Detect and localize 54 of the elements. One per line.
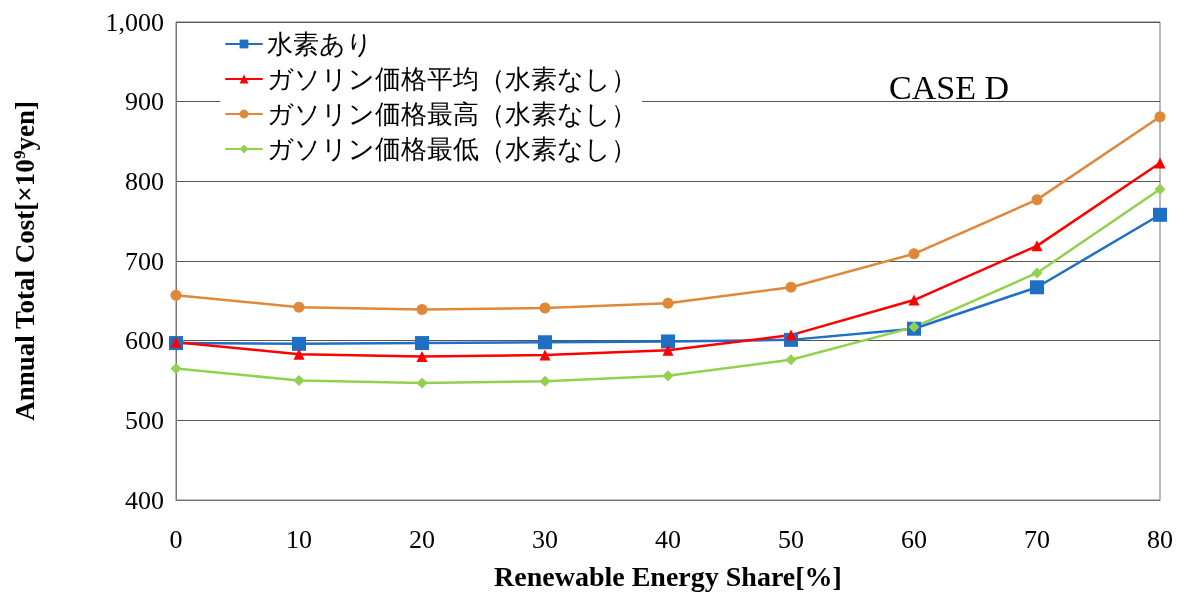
point xyxy=(416,377,428,389)
point xyxy=(170,363,182,375)
point xyxy=(539,349,551,361)
y-tick-label: 900 xyxy=(125,87,164,117)
point xyxy=(662,370,674,382)
y-tick-label: 500 xyxy=(125,405,164,435)
point xyxy=(293,375,305,386)
x-tick-label: 20 xyxy=(409,524,435,554)
point xyxy=(1031,240,1043,252)
point xyxy=(1153,207,1167,222)
x-tick-label: 0 xyxy=(169,524,183,554)
point xyxy=(538,335,552,350)
point xyxy=(292,336,306,351)
y-tick-label: 400 xyxy=(125,485,164,515)
y-axis-title: Annual Total Cost[×109yen] xyxy=(9,101,40,421)
point xyxy=(416,304,428,316)
point xyxy=(1031,267,1043,279)
point xyxy=(785,329,797,341)
x-tick-label: 60 xyxy=(901,524,927,554)
point xyxy=(785,354,797,366)
point xyxy=(539,375,551,387)
x-tick-label: 40 xyxy=(655,524,681,554)
point xyxy=(170,289,182,301)
point xyxy=(1030,280,1044,295)
x-tick-label: 70 xyxy=(1024,524,1050,554)
x-tick-label: 50 xyxy=(778,524,804,554)
point xyxy=(1154,111,1166,123)
y-tick-label: 1,000 xyxy=(105,7,164,37)
point xyxy=(416,351,428,363)
point xyxy=(662,297,674,309)
point xyxy=(785,281,797,293)
x-tick-label: 30 xyxy=(532,524,558,554)
y-tick-label: 600 xyxy=(125,326,164,356)
annotation: CASE D xyxy=(889,68,1010,106)
x-tick-label: 10 xyxy=(286,524,312,554)
point xyxy=(539,302,551,314)
legend-label: ガソリン価格最低（水素なし） xyxy=(267,134,637,164)
x-axis-title: Renewable Energy Share[%] xyxy=(494,560,842,592)
point xyxy=(908,294,920,306)
point xyxy=(1031,194,1043,206)
point xyxy=(661,334,675,349)
point xyxy=(1154,183,1166,195)
legend-label: ガソリン価格最高（水素なし） xyxy=(267,99,637,129)
point xyxy=(293,348,305,360)
y-tick-label: 700 xyxy=(125,246,164,276)
point xyxy=(293,301,305,313)
y-tick-label: 800 xyxy=(125,166,164,196)
point xyxy=(415,336,429,351)
legend-label: ガソリン価格平均（水素なし） xyxy=(267,64,637,94)
point xyxy=(662,344,674,356)
point xyxy=(1154,157,1166,169)
legend-label: 水素あり xyxy=(267,29,373,59)
x-tick-label: 80 xyxy=(1147,524,1173,554)
point xyxy=(908,248,920,260)
